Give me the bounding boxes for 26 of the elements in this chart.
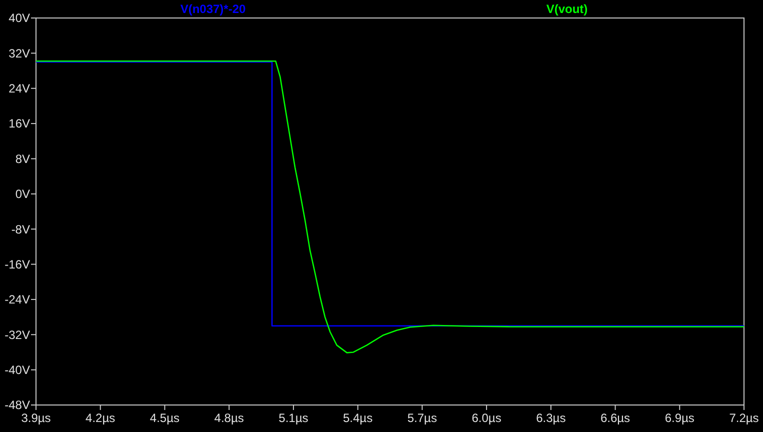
x-tick-label: 4.8µs [214,411,244,425]
y-tick-label: -8V [11,222,30,236]
y-tick-label: 0V [15,187,30,202]
x-tick-label: 6.6µs [600,411,630,425]
x-tick-label: 5.4µs [343,411,373,425]
y-tick-label: 16V [8,116,30,131]
y-tick-label: -40V [4,363,30,378]
x-tick-label: 7.2µs [729,411,759,425]
x-tick-label: 6.3µs [536,411,566,425]
y-tick-label: 24V [8,82,30,96]
y-tick-label: -24V [4,292,30,307]
x-tick-label: 6.0µs [472,411,502,425]
x-tick-label: 5.7µs [407,411,437,425]
y-tick-label: 8V [15,152,30,166]
y-tick-label: -16V [4,257,30,272]
y-tick-label: 32V [8,46,30,60]
x-tick-label: 4.2µs [86,411,116,425]
y-tick-label: -48V [4,398,30,412]
x-tick-label: 5.1µs [278,411,308,425]
y-tick-label: 40V [8,11,30,26]
text: V(vout) [546,2,588,16]
x-tick-label: 6.9µs [664,411,694,425]
text: V(n037)*-20 [180,2,246,16]
x-tick-label: 3.9µs [21,411,51,425]
x-tick-label: 4.5µs [150,411,180,425]
y-tick-label: -32V [4,328,30,342]
